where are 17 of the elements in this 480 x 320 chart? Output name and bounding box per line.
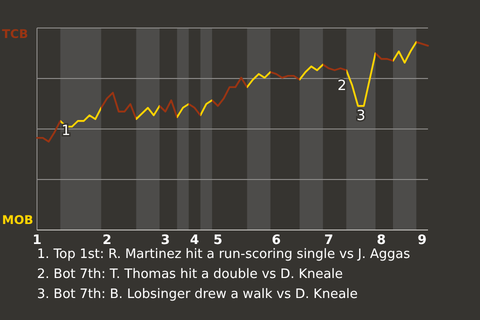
text: MOB (2, 213, 34, 227)
x-tick-label: 4 (190, 233, 200, 248)
x-tick-label: 7 (324, 233, 334, 248)
x-tick-label: 6 (272, 233, 281, 248)
x-tick-label: 3 (160, 233, 170, 248)
annotation: 1 (62, 122, 70, 139)
text: 3. Bot 7th: B. Lobsinger drew a walk vs D. Kneale (37, 287, 358, 302)
x-tick-label: 2 (102, 233, 112, 248)
annotation: 2 (338, 78, 346, 94)
text: 2. Bot 7th: T. Thomas hit a double vs D. Kneale (37, 267, 343, 282)
x-tick-label: 8 (376, 233, 386, 248)
annotation: 3 (356, 108, 366, 124)
x-tick-label: 1 (32, 233, 42, 248)
text: TCB (2, 27, 28, 41)
x-tick-label: 9 (418, 233, 427, 248)
x-tick-label: 5 (213, 233, 222, 248)
text: 1. Top 1st: R. Martinez hit a run-scoring single vs J. Aggas (37, 247, 410, 262)
